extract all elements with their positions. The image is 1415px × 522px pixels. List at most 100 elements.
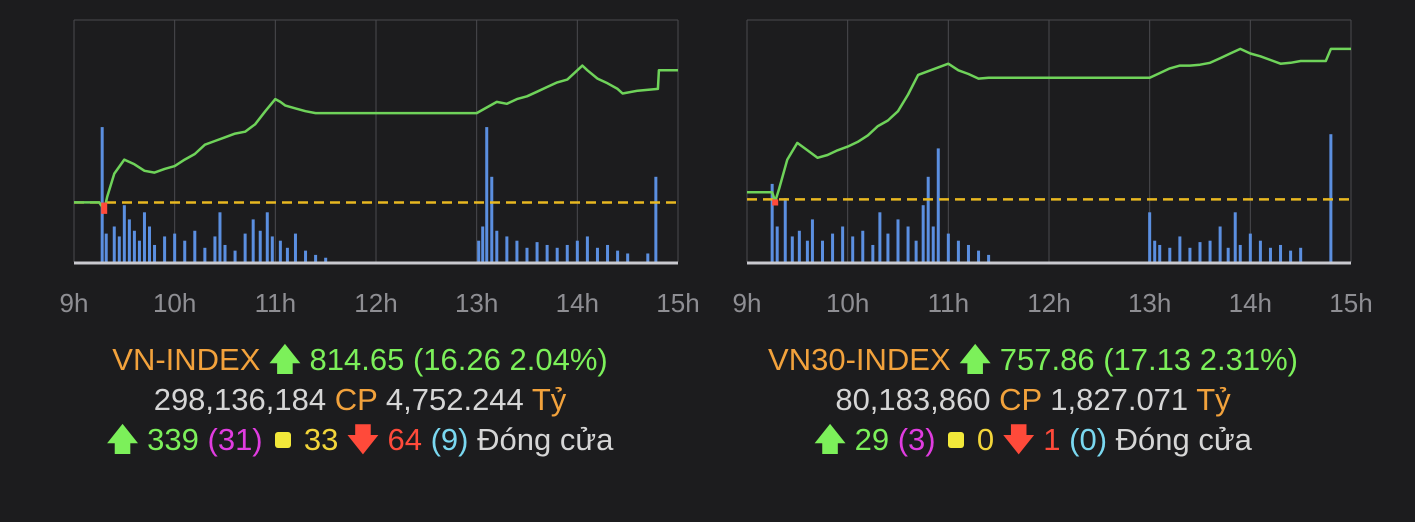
volume-bar <box>1208 240 1212 262</box>
volume-bar <box>1268 247 1272 262</box>
volume-bar <box>1279 244 1283 262</box>
volume-bar <box>606 244 610 262</box>
volume-unit: CP <box>999 382 1042 417</box>
x-tick-label: 13h <box>455 288 498 318</box>
price-below-reference-mark <box>101 202 108 214</box>
volume-bar <box>977 250 981 262</box>
square-icon <box>948 432 965 448</box>
volume-bar <box>251 219 255 262</box>
vn-index-chart: 9h 10h 11h 12h 13h 14h 15h <box>60 19 700 318</box>
volume-bar <box>495 230 499 262</box>
volume-bar <box>278 240 282 262</box>
volume-bar <box>595 247 599 262</box>
arrow-up-icon: 🡅 <box>106 422 139 457</box>
arrow-up-icon: 🡅 <box>814 422 846 457</box>
volume-bar <box>117 236 121 262</box>
vn30-index-summary: VN30-INDEX 🡅 757.86 (17.13 2.31%) 80,183… <box>688 340 1378 460</box>
volume-bar <box>505 236 509 262</box>
turnover-unit: Tỷ <box>531 382 567 417</box>
volume-bar <box>1258 240 1262 262</box>
volume-bar <box>1218 226 1222 262</box>
advancers-count: 339 <box>147 422 199 457</box>
volume-bar <box>490 176 494 262</box>
x-tick-label: 15h <box>1329 288 1372 318</box>
volume-bar <box>243 233 247 262</box>
volume-bar <box>481 226 485 262</box>
price-line <box>747 47 1351 203</box>
volume-bar <box>132 230 136 262</box>
volume-bar <box>285 247 289 262</box>
x-tick-label: 14h <box>1229 288 1272 318</box>
volume-bar <box>525 247 529 262</box>
volume-bar <box>293 233 297 262</box>
volume-bar <box>1329 134 1333 262</box>
x-tick-label: 14h <box>556 288 599 318</box>
decliners-count: 64 <box>387 422 422 457</box>
volume-bar <box>477 240 481 262</box>
index-headline: VN30-INDEX 🡅 757.86 (17.13 2.31%) <box>688 340 1378 380</box>
volume-bar <box>914 240 918 262</box>
volume-bar <box>193 230 197 262</box>
price-below-reference-mark <box>772 199 779 206</box>
index-name: VN-INDEX <box>112 342 261 377</box>
volume-bar <box>770 183 774 262</box>
index-value: 757.86 <box>999 342 1095 377</box>
vn-index-panel: 9h 10h 11h 12h 13h 14h 15h VN-INDEX 🡅 814.65 (… <box>30 0 700 522</box>
volume-bar <box>585 236 589 262</box>
volume-bar <box>265 212 269 262</box>
volume-bar <box>233 250 237 262</box>
arrow-up-icon: 🡅 <box>959 342 992 377</box>
vn-index-summary: VN-INDEX 🡅 814.65 (16.26 2.04%) 298,136,… <box>15 340 705 460</box>
volume-bar <box>173 233 177 262</box>
volume-bar <box>122 205 126 262</box>
vn30-index-chart: 9h 10h 11h 12h 13h 14h 15h <box>733 19 1373 318</box>
volume-bar <box>871 244 875 262</box>
volume-bar <box>575 240 579 262</box>
volume-bar <box>790 236 794 262</box>
volume-bar <box>545 244 549 262</box>
volume-bar <box>810 219 814 262</box>
volume-bar <box>1248 233 1252 262</box>
volume-bar <box>127 219 131 262</box>
market-breadth-row: 🡅 29 (3) 0 🡇 1 (0) Đóng cửa <box>688 420 1378 460</box>
volume-bar <box>805 240 809 262</box>
volume-bar <box>153 244 157 262</box>
arrow-up-icon: 🡅 <box>269 342 301 377</box>
volume-bar <box>646 253 650 262</box>
volume-value: 80,183,860 <box>835 382 991 417</box>
volume-bar <box>926 176 930 262</box>
unchanged-count: 0 <box>976 422 995 457</box>
volume-bar <box>896 219 900 262</box>
unchanged-count: 33 <box>303 422 339 457</box>
volume-bar <box>1153 240 1157 262</box>
volume-bar <box>946 233 950 262</box>
index-value: 814.65 <box>309 342 405 377</box>
ceiling-count: (31) <box>207 422 263 457</box>
volume-bar <box>626 253 630 262</box>
volume-bar <box>1158 244 1162 262</box>
volume-bar <box>841 226 845 262</box>
turnover-value: 1,827.071 <box>1050 382 1189 417</box>
volume-bar <box>936 148 940 262</box>
market-breadth-row: 🡅 339 (31) 33 🡇 64 (9) Đóng cửa <box>15 420 705 460</box>
volume-bar <box>485 127 489 262</box>
volume-value: 298,136,184 <box>153 382 327 417</box>
square-icon <box>275 432 292 448</box>
volume-bar <box>213 236 217 262</box>
volume-bar <box>956 240 960 262</box>
x-tick-label: 15h <box>656 288 699 318</box>
x-tick-label: 12h <box>1027 288 1070 318</box>
volume-bar <box>218 212 222 262</box>
arrow-down-icon: 🡇 <box>1002 422 1035 457</box>
volume-bar <box>142 212 146 262</box>
index-change: (16.26 2.04%) <box>412 342 608 377</box>
index-volume-row: 80,183,860 CP 1,827.071 Tỷ <box>688 380 1378 420</box>
turnover-value: 4,752.244 <box>385 382 524 417</box>
volume-bar <box>270 236 274 262</box>
price-line <box>74 64 678 212</box>
volume-bar <box>616 250 620 262</box>
arrow-down-icon: 🡇 <box>347 422 379 457</box>
x-tick-label: 9h <box>733 288 762 318</box>
volume-bar <box>831 233 835 262</box>
volume-bar <box>1148 212 1152 262</box>
